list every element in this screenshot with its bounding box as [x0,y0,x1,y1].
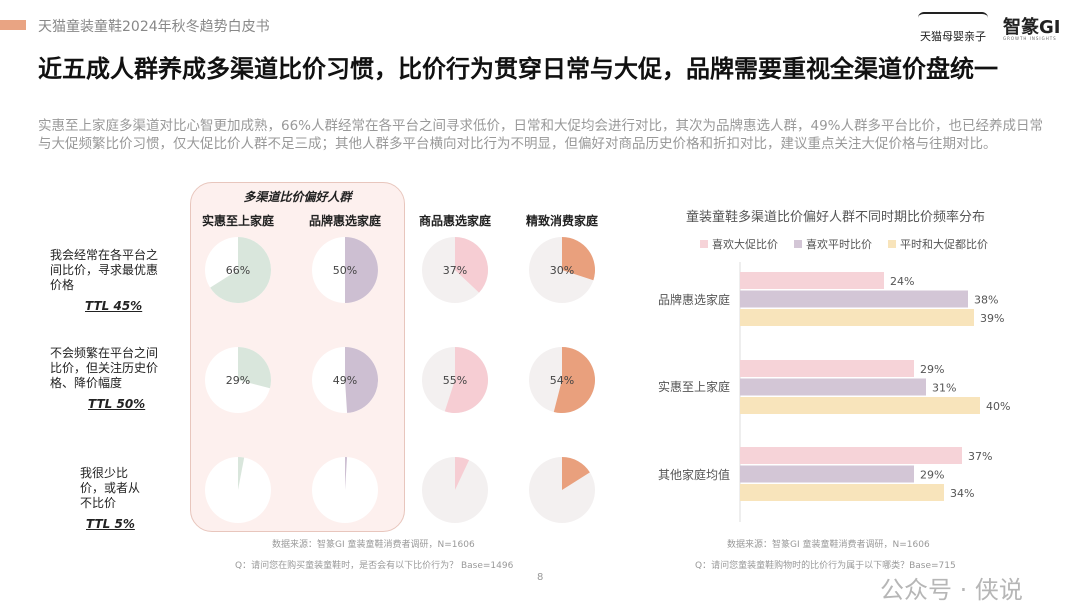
category-label: 品牌惠选家庭 [657,293,730,307]
panel-title: 多渠道比价偏好人群 [243,190,352,204]
tmall-logo: 天猫母婴亲子 [918,12,988,43]
bar [740,397,980,414]
row-label-text: 我会经常在各平台之间比价，寻求最优惠价格 [50,248,159,292]
legend-swatch [700,240,708,248]
pie-slice [345,457,348,490]
pie-slice [455,237,488,293]
gi-logo-sub: GROWTH INSIGHTS [1003,36,1057,41]
pie-slice [345,347,379,413]
bar-value-label: 29% [920,363,944,376]
left-source: 数据来源：智篆GI 童装童鞋消费者调研，N=1606 [272,540,475,550]
bar [740,290,968,308]
column-header: 精致消费家庭 [525,214,598,228]
bar [740,465,914,483]
bar-chart-title: 童装童鞋多渠道比价偏好人群不同时期比价频率分布 [686,210,986,225]
pie-value-label: 50% [333,264,357,277]
bar [740,378,926,396]
bar [740,360,914,377]
description: 实惠至上家庭多渠道对比心智更加成熟，66%人群经常在各平台之间寻求低价，日常和大… [38,118,1044,152]
legend-swatch [888,240,896,248]
row-label: 我会经常在各平台之间比价，寻求最优惠价格 TTL 45% [50,248,160,314]
pie-value-label: 30% [550,264,574,277]
pie-slice [553,347,595,413]
legend-swatch [794,240,802,248]
row-label-text: 我很少比价，或者从不比价 [80,466,141,510]
bar-value-label: 39% [980,312,1004,325]
row-label: 不会频繁在平台之间比价，但关注历史价格、降价幅度 TTL 50% [50,346,160,412]
row-label-text: 不会频繁在平台之间比价，但关注历史价格、降价幅度 [50,346,159,390]
watermark: 公众号 · 侠说 [880,576,1023,604]
ttl-value: TTL 5% [86,517,135,531]
pie-slice [562,457,590,490]
pie-slice [210,237,272,304]
bar-value-label: 29% [920,469,944,482]
category-label: 实惠至上家庭 [657,380,730,394]
pie-slice [345,237,378,303]
column-header: 品牌惠选家庭 [308,214,381,228]
page-title: 近五成人群养成多渠道比价习惯，比价行为贯穿日常与大促，品牌需要重视全渠道价盘统一 [38,55,998,83]
ttl-value: TTL 45% [85,299,143,313]
bar-value-label: 37% [968,450,992,463]
pie-value-label: 49% [333,374,357,387]
bar-value-label: 24% [890,275,914,288]
bar [740,447,962,464]
header-accent-bar [0,20,26,30]
bar [740,484,944,501]
column-header: 商品惠选家庭 [418,214,491,228]
bar-value-label: 34% [950,487,974,500]
pie-value-label: 55% [443,374,467,387]
legend-item: 喜欢平时比价 [794,236,872,252]
legend-label: 平时和大促都比价 [900,238,988,251]
bar-value-label: 38% [974,294,998,307]
bar [740,309,974,326]
pie-value-label: 66% [226,264,250,277]
pie-value-label: 29% [226,374,250,387]
pie-slice [455,457,470,490]
legend-item: 平时和大促都比价 [888,236,988,252]
right-source: 数据来源：智篆GI 童装童鞋消费者调研，N=1606 [727,540,930,550]
report-title: 天猫童装童鞋2024年秋冬趋势白皮书 [38,19,270,35]
right-question: Q：请问您童装童鞋购物时的比价行为属于以下哪类？Base=715 [695,561,956,571]
row-label: 我很少比价，或者从不比价 TTL 5% [80,466,150,532]
pie-slice [444,347,488,414]
legend-label: 喜欢大促比价 [712,238,778,251]
bar-value-label: 31% [932,382,956,395]
category-label: 其他家庭均值 [657,468,730,482]
legend-label: 喜欢平时比价 [806,238,872,251]
pie-value-label: 37% [443,264,467,277]
pie-value-label: 54% [550,374,574,387]
ttl-value: TTL 50% [88,397,146,411]
bar [740,272,884,289]
pie-slice [238,457,245,490]
column-header: 实惠至上家庭 [201,214,274,228]
left-question: Q：请问您在购买童装童鞋时，是否会有以下比价行为？ Base=1496 [235,561,514,571]
legend-item: 喜欢大促比价 [700,236,778,252]
pie-slice [238,347,272,389]
gi-logo: 智篆GI [1003,17,1061,38]
page-number: 8 [537,572,544,583]
bar-value-label: 40% [986,400,1010,413]
pie-slice [562,236,596,281]
